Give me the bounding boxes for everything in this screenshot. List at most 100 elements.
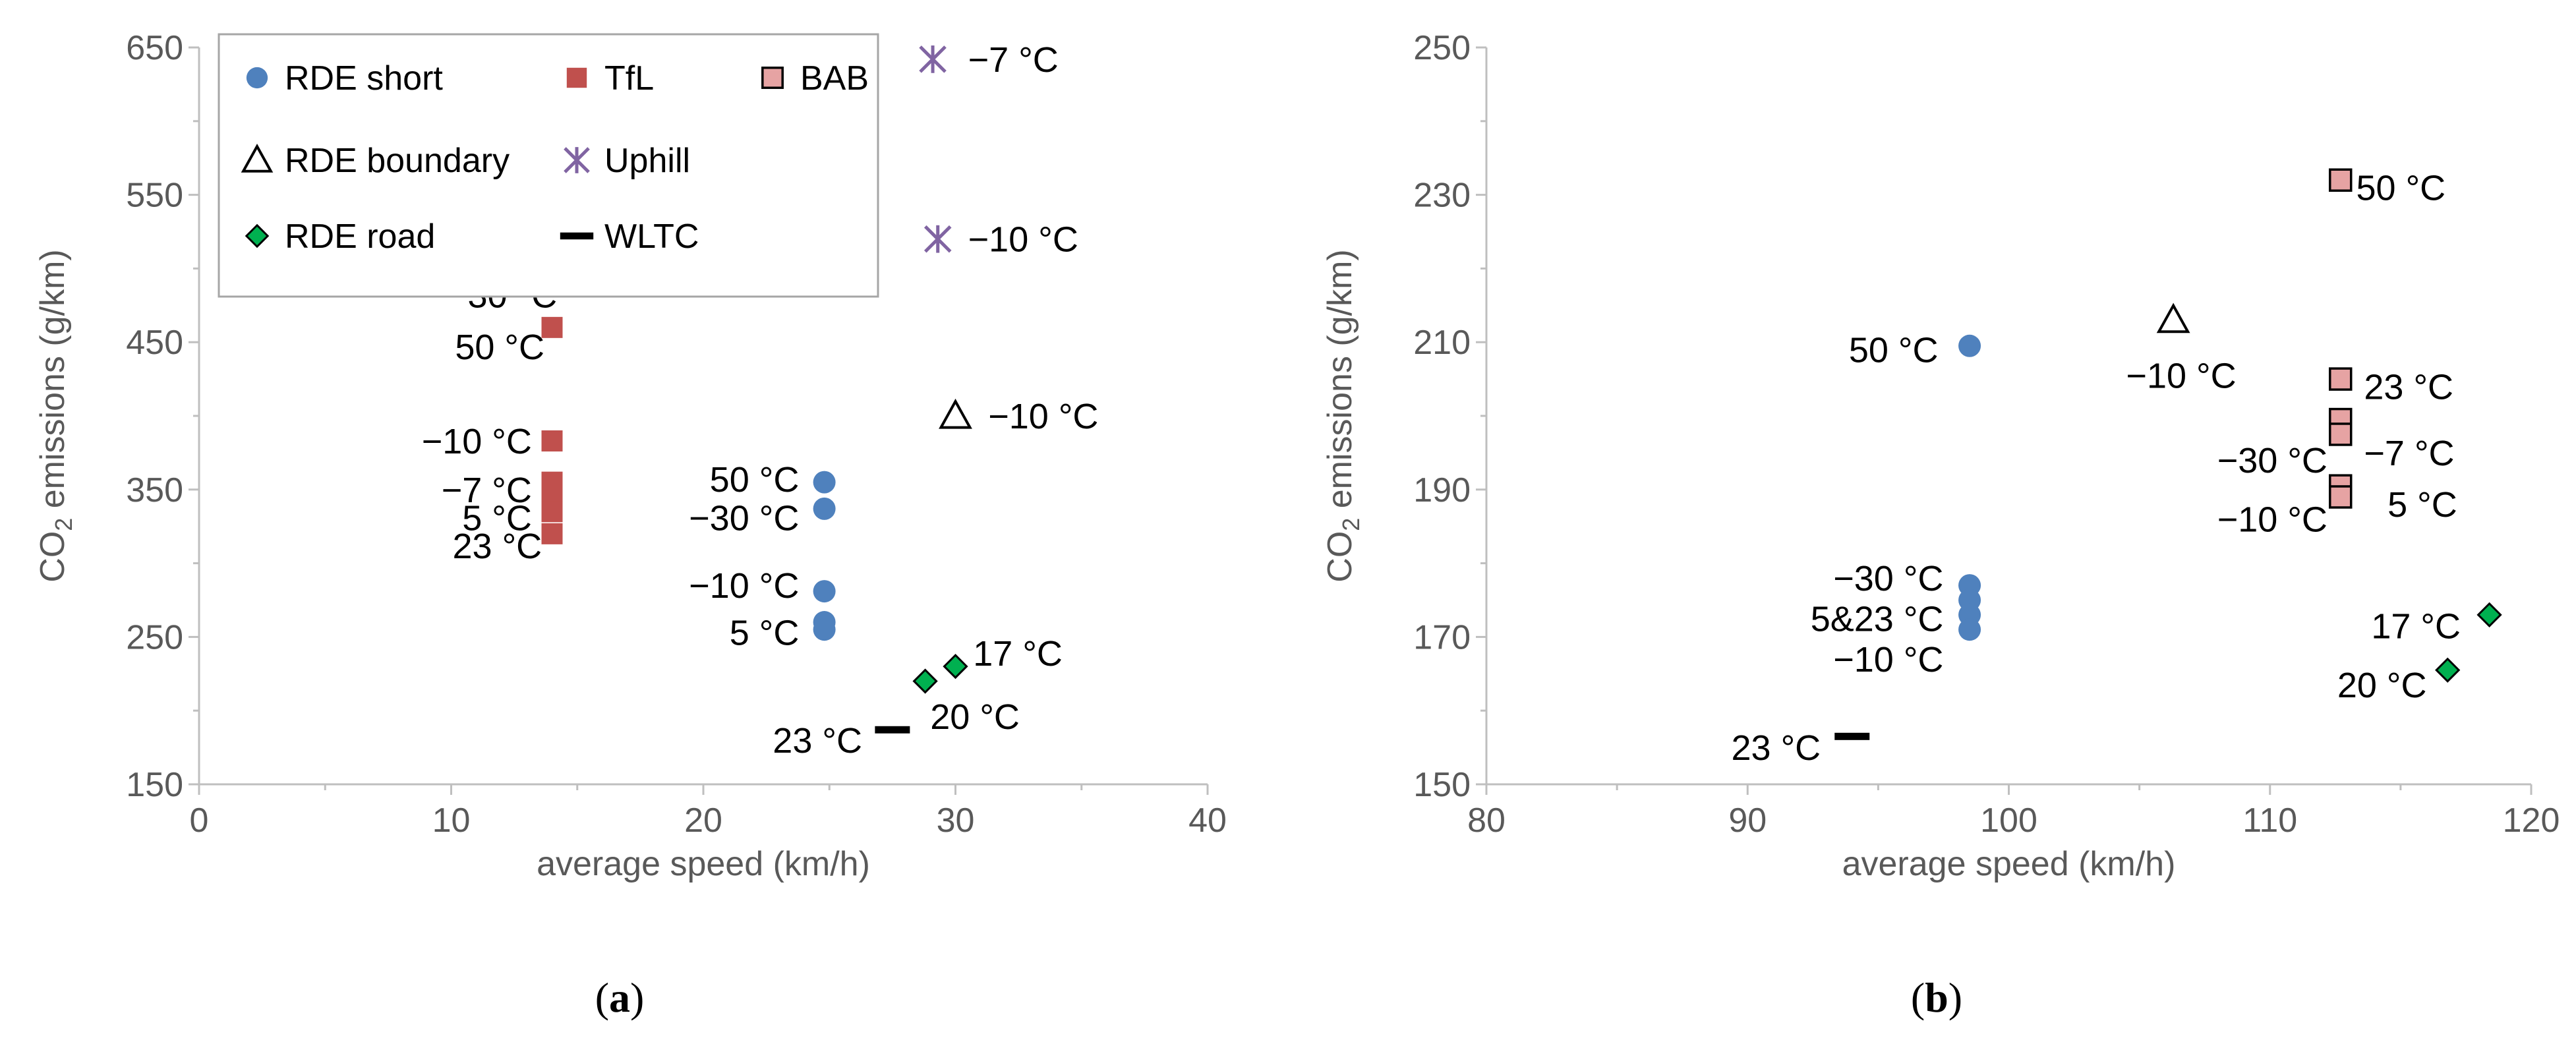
point-annotation: 20 °C	[2337, 666, 2427, 705]
series-rde-road	[2435, 602, 2502, 683]
data-point	[2328, 485, 2353, 509]
data-point	[2328, 168, 2353, 192]
series-bab	[2328, 168, 2353, 509]
data-point	[541, 430, 563, 452]
data-point	[919, 45, 947, 73]
data-point	[912, 668, 938, 694]
x-tick-label: 90	[1728, 801, 1767, 840]
point-annotation: 23 °C	[2364, 367, 2453, 407]
legend-item: WLTC	[560, 217, 699, 256]
data-point	[813, 618, 836, 641]
series-tfl	[541, 316, 563, 544]
y-tick-label: 250	[1413, 29, 1471, 67]
x-tick-label: 0	[190, 801, 209, 840]
point-annotation: −10 °C	[1833, 640, 1943, 680]
data-point	[2156, 303, 2190, 333]
y-tick-label: 210	[1413, 324, 1471, 362]
series-wltc	[1834, 732, 1870, 740]
legend-label: RDE boundary	[285, 142, 510, 180]
legend-marker	[245, 223, 270, 248]
point-annotation: −10 °C	[689, 566, 799, 606]
point-annotation: −7 °C	[442, 471, 532, 510]
point-annotation: −7 °C	[968, 40, 1059, 80]
point-annotation: 20 °C	[930, 697, 1020, 737]
legend: RDE short TfL BAB RDE boundary Uphill RDE roa…	[218, 33, 879, 298]
point-annotation: 17 °C	[2371, 607, 2461, 647]
legend-label: WLTC	[604, 217, 699, 256]
x-axis-title: average speed (km/h)	[537, 845, 870, 883]
x-tick-label: 80	[1467, 801, 1506, 840]
point-annotation: 5 °C	[2387, 485, 2457, 525]
point-annotation: 50 °C	[2356, 168, 2446, 208]
y-tick-label: 150	[1413, 766, 1471, 804]
point-annotation: −10 °C	[988, 397, 1098, 436]
legend-label: BAB	[800, 59, 869, 98]
data-point	[2435, 657, 2461, 683]
data-point	[1834, 732, 1870, 740]
legend-label: RDE road	[285, 217, 435, 256]
series-rde-short	[1958, 334, 1981, 641]
point-annotation: −10 °C	[2126, 357, 2236, 396]
series-rde-road	[912, 653, 968, 694]
x-axis-title: average speed (km/h)	[1842, 845, 2176, 883]
point-annotation: 23 °C	[773, 721, 862, 761]
point-annotation: 5 °C	[462, 498, 532, 538]
y-tick-label: 550	[126, 177, 183, 215]
data-point	[943, 653, 968, 680]
point-annotation: −10 °C	[2217, 500, 2327, 540]
legend-marker	[564, 147, 590, 173]
series-uphill	[919, 45, 952, 253]
point-annotation: −30 °C	[1833, 559, 1943, 598]
legend-marker	[246, 67, 268, 89]
point-annotation: −10 °C	[968, 220, 1078, 260]
data-point	[2328, 422, 2353, 446]
data-point	[939, 398, 972, 429]
legend-item: RDE road	[245, 217, 435, 256]
legend-marker	[566, 67, 587, 88]
x-tick-label: 120	[2503, 801, 2560, 840]
legend-label: TfL	[604, 59, 654, 98]
point-annotation: −30 °C	[689, 498, 799, 538]
data-point	[1958, 334, 1981, 357]
data-point	[1958, 618, 1981, 641]
y-tick-label: 170	[1413, 618, 1471, 656]
legend-item: BAB	[761, 59, 869, 98]
x-tick-label: 40	[1188, 801, 1227, 840]
panel-label: (a)	[595, 974, 645, 1021]
legend-marker	[560, 232, 594, 240]
point-annotation: 50 °C	[455, 328, 544, 367]
chart-a: 150 250 350 450 550 650 0 10 20 30 40 average speed…	[34, 29, 1227, 1021]
point-annotation: 50 °C	[710, 460, 800, 500]
point-annotation: −30 °C	[2217, 441, 2327, 480]
x-tick-label: 30	[937, 801, 975, 840]
data-point	[541, 523, 563, 544]
series-rde-boundary	[2156, 303, 2190, 333]
point-annotation: −10 °C	[422, 422, 532, 461]
data-point	[541, 501, 563, 523]
legend-label: Uphill	[604, 142, 690, 180]
panel-label: (b)	[1911, 974, 1962, 1021]
y-axis-title: CO2 emissions (g/km)	[1321, 249, 1364, 582]
data-point	[875, 726, 910, 734]
x-tick-label: 20	[684, 801, 722, 840]
x-tick-label: 110	[2242, 801, 2297, 840]
point-annotation: −7 °C	[2364, 434, 2454, 473]
data-point	[2476, 602, 2502, 627]
y-tick-label: 230	[1413, 177, 1471, 215]
point-annotation: 50 °C	[1849, 330, 1939, 370]
y-axis-title: CO2 emissions (g/km)	[34, 249, 77, 582]
point-annotation: 17 °C	[973, 634, 1063, 674]
legend-item: Uphill	[564, 142, 690, 180]
data-point	[813, 497, 836, 520]
data-point	[2328, 367, 2353, 391]
y-tick-label: 190	[1413, 471, 1471, 509]
legend-marker	[761, 67, 784, 89]
y-tick-label: 150	[126, 766, 183, 804]
legend-marker	[241, 143, 274, 173]
point-annotation: 23 °C	[1732, 728, 1821, 768]
chart-b: 150 170 190 210 230 250 80 90 100 110 120 average s…	[1321, 29, 2560, 1021]
series-rde-boundary	[939, 398, 972, 429]
series-rde-short	[813, 471, 836, 641]
legend-item: RDE boundary	[241, 142, 510, 180]
